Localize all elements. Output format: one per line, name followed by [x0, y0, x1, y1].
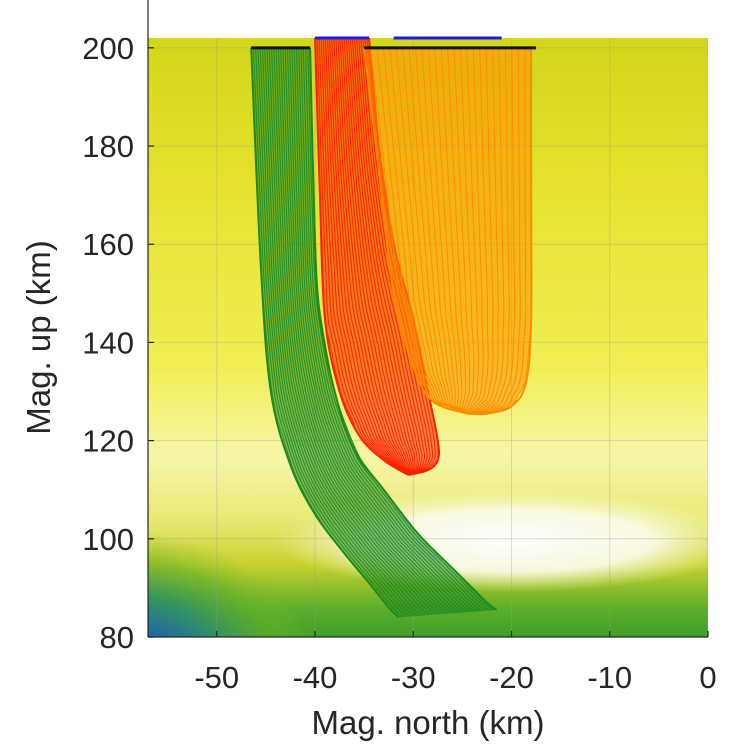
- x-tick-label: -10: [587, 660, 632, 695]
- trajectory-line: [408, 47, 468, 415]
- trajectory-line: [295, 47, 475, 613]
- y-tick-label: 180: [82, 129, 134, 164]
- series-right-edge: [309, 47, 498, 611]
- trajectory-line: [322, 38, 409, 476]
- y-tick-label: 120: [82, 424, 134, 459]
- trajectory-line: [364, 38, 434, 476]
- trajectory-line: [277, 47, 445, 615]
- y-tick-label: 200: [82, 31, 134, 66]
- trajectory-line: [284, 47, 456, 614]
- trajectory-line: [307, 47, 494, 611]
- trajectory-line: [264, 47, 422, 617]
- trajectory-line: [427, 47, 468, 415]
- trajectory-line: [305, 47, 490, 612]
- trajectory-line: [252, 47, 403, 618]
- trajectory-line: [333, 38, 409, 476]
- trajectory-line: [353, 38, 421, 476]
- trajectory-line: [335, 38, 409, 476]
- start-markers: [251, 36, 537, 50]
- trajectory-line: [347, 38, 414, 476]
- trajectory-line: [293, 47, 471, 613]
- x-tick-label: 0: [699, 660, 716, 695]
- trajectory-line: [467, 47, 494, 415]
- trajectory-line: [320, 38, 409, 476]
- trajectory-line: [341, 38, 410, 476]
- trajectory-line: [440, 47, 468, 415]
- trajectory-line: [324, 38, 409, 476]
- trajectory-line: [275, 47, 441, 615]
- y-axis-label: Mag. up (km): [20, 240, 57, 434]
- trajectory-line: [434, 47, 468, 415]
- x-tick-label: -50: [194, 660, 239, 695]
- trajectory-line: [395, 47, 468, 415]
- series-left-edge: [250, 47, 400, 619]
- series-3-bundle: [363, 47, 533, 416]
- trajectory-line: [459, 47, 475, 414]
- trajectory-line: [345, 38, 413, 476]
- trajectory-bundles: [250, 38, 533, 619]
- series-right-edge: [467, 47, 533, 416]
- trajectory-line: [259, 47, 415, 617]
- tick-labels: -50 -40 -30 -20 -10 0 80 100 120 140 160 180 200: [82, 31, 716, 695]
- trajectory-line: [331, 38, 409, 476]
- trajectory-line: [337, 38, 409, 476]
- y-tick-label: 160: [82, 227, 134, 262]
- trajectory-line: [349, 38, 416, 476]
- trajectory-line: [286, 47, 460, 614]
- trajectory-line: [453, 47, 471, 414]
- trajectory-line: [447, 47, 468, 414]
- trajectory-line: [356, 38, 423, 476]
- trajectory-line: [339, 38, 409, 476]
- trajectory-line: [360, 38, 428, 476]
- trajectory-line: [282, 47, 452, 614]
- trajectory-line: [467, 47, 527, 415]
- axes: [147, 0, 709, 638]
- series-1-bundle: [250, 47, 498, 619]
- trajectory-line: [280, 47, 449, 615]
- trajectory-line: [326, 38, 409, 476]
- x-tick-label: -20: [489, 660, 534, 695]
- trajectory-line: [466, 47, 480, 414]
- trajectory-line: [257, 47, 411, 617]
- y-tick-label: 140: [82, 325, 134, 360]
- y-tick-label: 100: [82, 522, 134, 557]
- trajectory-line: [289, 47, 464, 613]
- series-left-edge: [363, 47, 468, 415]
- trajectory-line: [467, 47, 499, 415]
- x-tick-label: -40: [293, 660, 338, 695]
- y-tick-label: 80: [100, 620, 134, 655]
- trajectory-line: [266, 47, 426, 616]
- trajectory-line: [273, 47, 437, 615]
- trajectory-line: [329, 38, 409, 476]
- trajectory-line: [255, 47, 407, 618]
- trajectory-line: [298, 47, 479, 612]
- trajectory-line: [467, 47, 516, 415]
- trajectory-line: [402, 47, 468, 415]
- trajectory-line: [302, 47, 486, 612]
- trajectory-line: [316, 38, 409, 476]
- trajectory-line: [318, 38, 409, 476]
- trajectory-line: [358, 38, 426, 476]
- trajectory-line: [351, 38, 418, 476]
- trajectory-line: [291, 47, 467, 613]
- blue-region: [148, 521, 321, 637]
- trajectory-line: [467, 47, 521, 415]
- trajectory-line: [421, 47, 468, 415]
- trajectory-line: [467, 47, 505, 415]
- trajectory-line: [466, 47, 489, 415]
- trajectory-line: [261, 47, 418, 617]
- x-axis-label: Mag. north (km): [312, 704, 545, 741]
- trajectory-line: [271, 47, 433, 616]
- trajectory-line: [467, 47, 510, 415]
- trajectory-line: [300, 47, 482, 612]
- trajectory-line: [414, 47, 468, 415]
- x-tick-label: -30: [391, 660, 436, 695]
- trajectory-line: [362, 38, 431, 476]
- trajectory-line: [343, 38, 411, 476]
- trajectory-line: [268, 47, 430, 616]
- trajectory-line: [466, 47, 484, 414]
- series-left-edge: [314, 38, 409, 476]
